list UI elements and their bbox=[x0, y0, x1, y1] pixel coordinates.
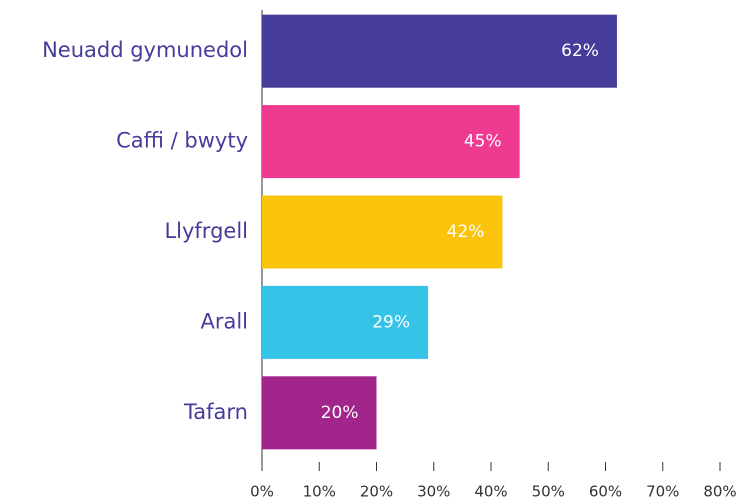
y-tick-label: Caffi / bwyty bbox=[116, 129, 248, 153]
x-tick-label: 10% bbox=[303, 483, 336, 501]
y-tick-label: Arall bbox=[200, 309, 248, 333]
data-label: 20% bbox=[321, 403, 359, 423]
x-tick-label: 40% bbox=[474, 483, 507, 501]
bar bbox=[262, 105, 520, 179]
bar bbox=[262, 14, 617, 88]
data-label: 42% bbox=[447, 222, 485, 242]
x-tick-label: 80% bbox=[703, 483, 736, 501]
x-tick-label: 50% bbox=[532, 483, 565, 501]
x-tick-label: 20% bbox=[360, 483, 393, 501]
x-tick-label: 0% bbox=[250, 483, 274, 501]
y-tick-label: Tafarn bbox=[183, 400, 248, 424]
data-label: 45% bbox=[464, 132, 502, 152]
y-tick-label: Neuadd gymunedol bbox=[42, 38, 248, 62]
bar bbox=[262, 285, 429, 359]
y-tick-label: Llyfrgell bbox=[164, 219, 248, 243]
bar bbox=[262, 195, 503, 269]
x-tick-label: 60% bbox=[589, 483, 622, 501]
x-tick-label: 30% bbox=[417, 483, 450, 501]
bar bbox=[262, 376, 377, 450]
data-label: 62% bbox=[561, 41, 599, 61]
x-tick-label: 70% bbox=[646, 483, 679, 501]
data-label: 29% bbox=[372, 312, 410, 332]
